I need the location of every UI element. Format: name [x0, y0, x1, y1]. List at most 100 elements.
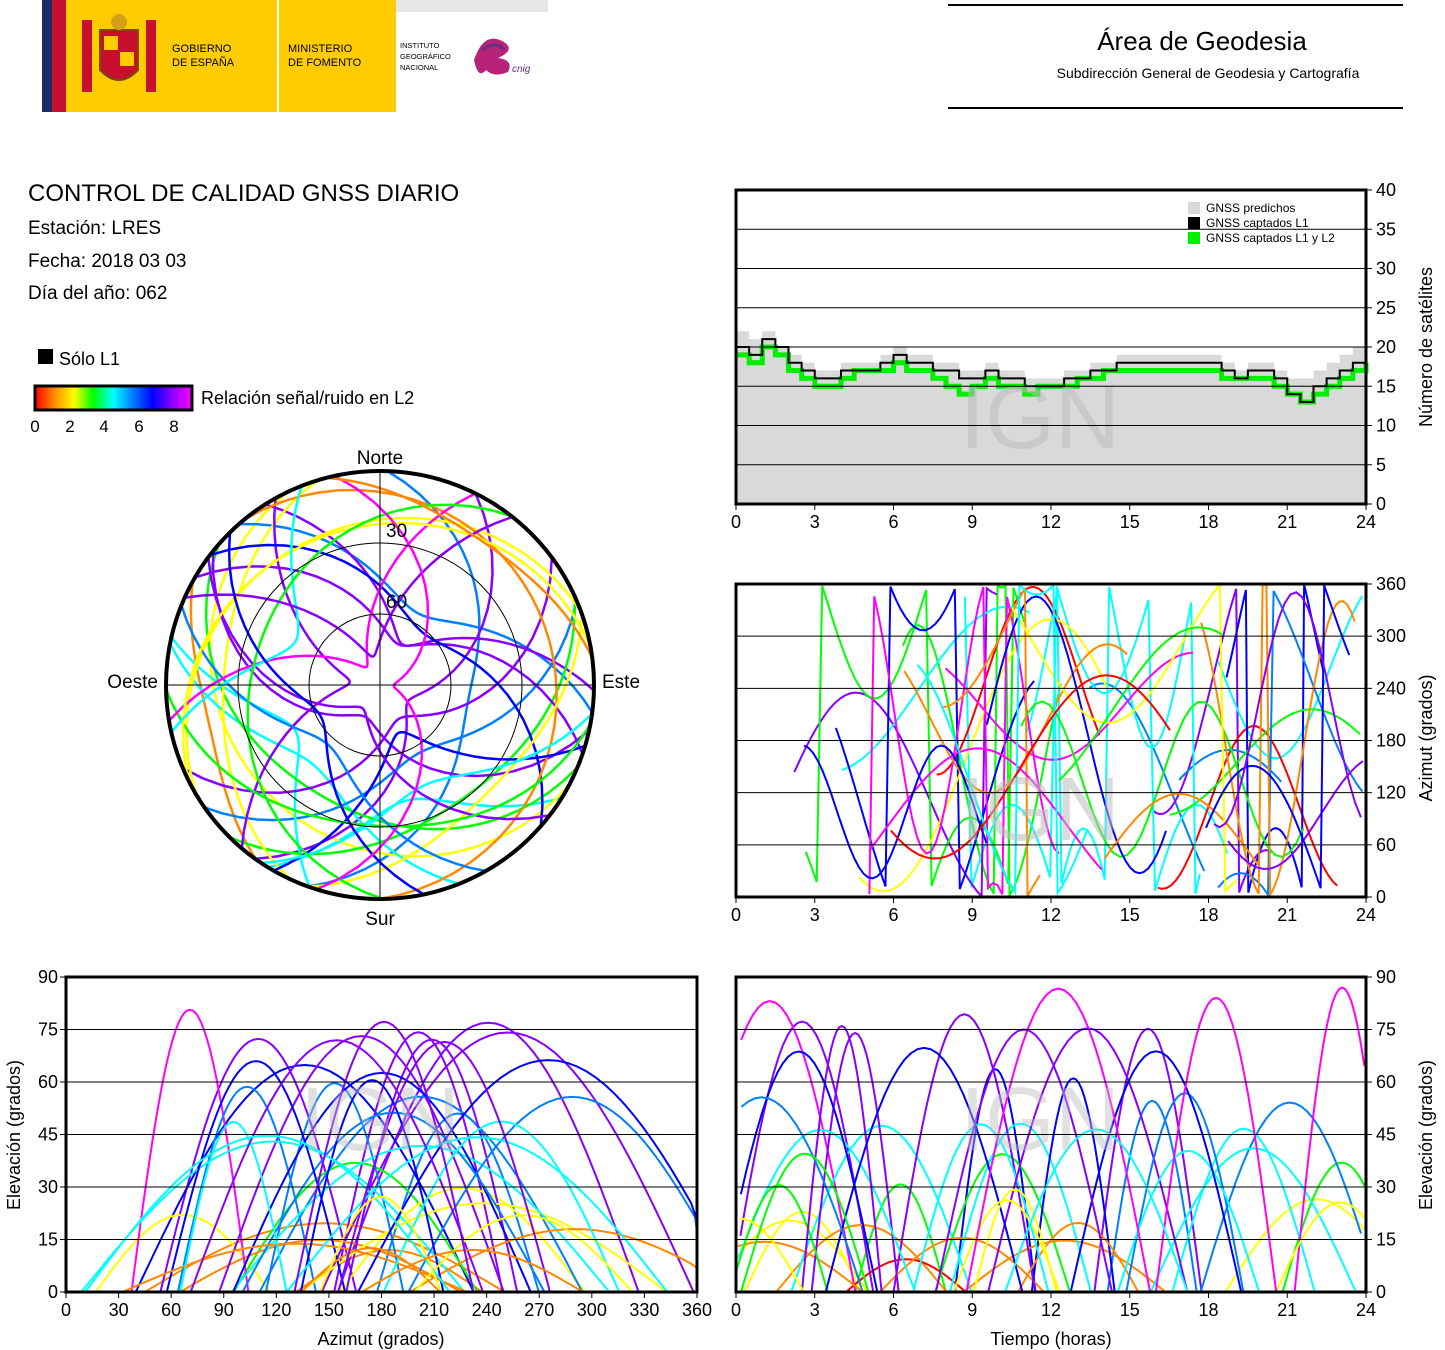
track	[80, 1140, 466, 1293]
track	[319, 1195, 443, 1293]
y-tick-label: 30	[38, 1177, 58, 1197]
track	[803, 744, 988, 880]
y-tick-label: 45	[1376, 1125, 1396, 1145]
track	[912, 1123, 1050, 1293]
x-tick-label: 120	[261, 1300, 291, 1320]
sky-track	[264, 503, 595, 692]
y-tick-label: 75	[1376, 1020, 1396, 1040]
north-label: Norte	[357, 448, 403, 469]
watermark: IGN	[960, 368, 1120, 468]
track	[737, 1240, 864, 1293]
sky-track	[325, 476, 594, 659]
track	[1025, 586, 1201, 894]
track	[94, 1213, 271, 1293]
satellites-ylabel: Número de satélites	[1416, 267, 1436, 427]
x-tick-label: 15	[1120, 905, 1140, 925]
x-tick-label: 3	[810, 512, 820, 532]
sky-track	[316, 474, 430, 891]
track	[1106, 1099, 1198, 1293]
track	[339, 1187, 586, 1293]
track	[858, 618, 1108, 893]
track	[868, 747, 1103, 871]
y-tick-label: 75	[38, 1020, 58, 1040]
x-tick-label: 18	[1198, 1300, 1218, 1320]
track	[1227, 760, 1364, 871]
series-predicted	[736, 331, 1366, 504]
svg-text:cnig: cnig	[512, 64, 531, 75]
track	[841, 605, 1031, 771]
track	[1104, 792, 1259, 866]
y-tick-label: 240	[1376, 678, 1406, 698]
y-tick-label: 30	[1376, 259, 1396, 279]
track	[1069, 1050, 1243, 1293]
x-tick-label: 24	[1356, 905, 1376, 925]
doy-label: Día del año: 062	[28, 283, 168, 304]
track	[739, 1217, 805, 1293]
elevation-azimuth-chart: IGN 0 15 30 45 60 75 90 0 30 60 90 120 150 180 210 240 2…	[4, 967, 712, 1349]
track	[916, 582, 1089, 897]
sky-track	[185, 516, 582, 795]
track	[299, 1079, 445, 1293]
coat-of-arms-icon	[82, 14, 156, 92]
area-title: Área de Geodesia	[1097, 26, 1307, 56]
x-tick-label: 240	[472, 1300, 502, 1320]
l1-only-swatch	[38, 349, 53, 364]
x-tick-label: 24	[1356, 512, 1376, 532]
y-tick-label: 20	[1376, 337, 1396, 357]
track	[1217, 590, 1364, 898]
track	[176, 1085, 317, 1293]
track	[854, 1183, 947, 1293]
l1-only-label: Sólo L1	[59, 349, 120, 369]
track	[1281, 1161, 1367, 1293]
track	[735, 1184, 829, 1293]
track	[944, 651, 1194, 761]
x-tick-label: 0	[731, 905, 741, 925]
snr-colorbar	[33, 384, 194, 412]
ring-label-60: 60	[386, 592, 407, 613]
sky-track	[209, 543, 544, 827]
elevation-azimuth-xlabel: Azimut (grados)	[317, 1329, 444, 1349]
y-tick-label: 360	[1376, 574, 1406, 594]
snr-legend: Sólo L1 Relación señal/ruido en L2 0 2 4…	[30, 349, 414, 436]
x-tick-label: 150	[314, 1300, 344, 1320]
track	[286, 1136, 668, 1293]
watermark: IGN	[300, 1070, 460, 1170]
satellites-legend: GNSS predichos GNSS captados L1 GNSS cap…	[1188, 201, 1335, 245]
elevation-azimuth-ylabel: Elevación (grados)	[4, 1060, 24, 1210]
y-tick-label: 40	[1376, 180, 1396, 200]
track	[1058, 626, 1223, 782]
x-tick-label: 30	[109, 1300, 129, 1320]
x-tick-label: 21	[1277, 905, 1297, 925]
y-tick-label: 10	[1376, 416, 1396, 436]
cnig-logo-icon: cnig	[474, 38, 531, 75]
x-tick-label: 0	[731, 512, 741, 532]
track	[972, 1188, 1058, 1293]
track	[1171, 1127, 1316, 1293]
x-tick-label: 0	[61, 1300, 71, 1320]
y-tick-label: 60	[38, 1072, 58, 1092]
y-tick-label: 0	[48, 1282, 58, 1302]
x-tick-label: 360	[682, 1300, 712, 1320]
track	[84, 1134, 451, 1293]
snr-tick: 0	[30, 417, 39, 436]
sky-track	[170, 485, 303, 734]
sky-track	[239, 522, 594, 714]
x-tick-label: 18	[1198, 512, 1218, 532]
x-tick-label: 6	[888, 512, 898, 532]
track	[413, 1214, 634, 1293]
track	[954, 1068, 1037, 1293]
sky-track	[194, 565, 584, 755]
track	[737, 1128, 917, 1293]
date-label: Fecha: 2018 03 03	[28, 251, 187, 272]
track	[1149, 1147, 1357, 1293]
track	[179, 1120, 288, 1293]
track	[1205, 585, 1351, 889]
sky-track	[243, 488, 558, 901]
sky-track	[181, 521, 592, 781]
track	[1030, 1077, 1116, 1293]
y-tick-label: 5	[1376, 455, 1386, 475]
x-tick-label: 15	[1120, 512, 1140, 532]
track	[810, 1031, 900, 1293]
ministry-line1: MINISTERIO	[288, 43, 353, 55]
snr-tick: 4	[99, 417, 108, 436]
